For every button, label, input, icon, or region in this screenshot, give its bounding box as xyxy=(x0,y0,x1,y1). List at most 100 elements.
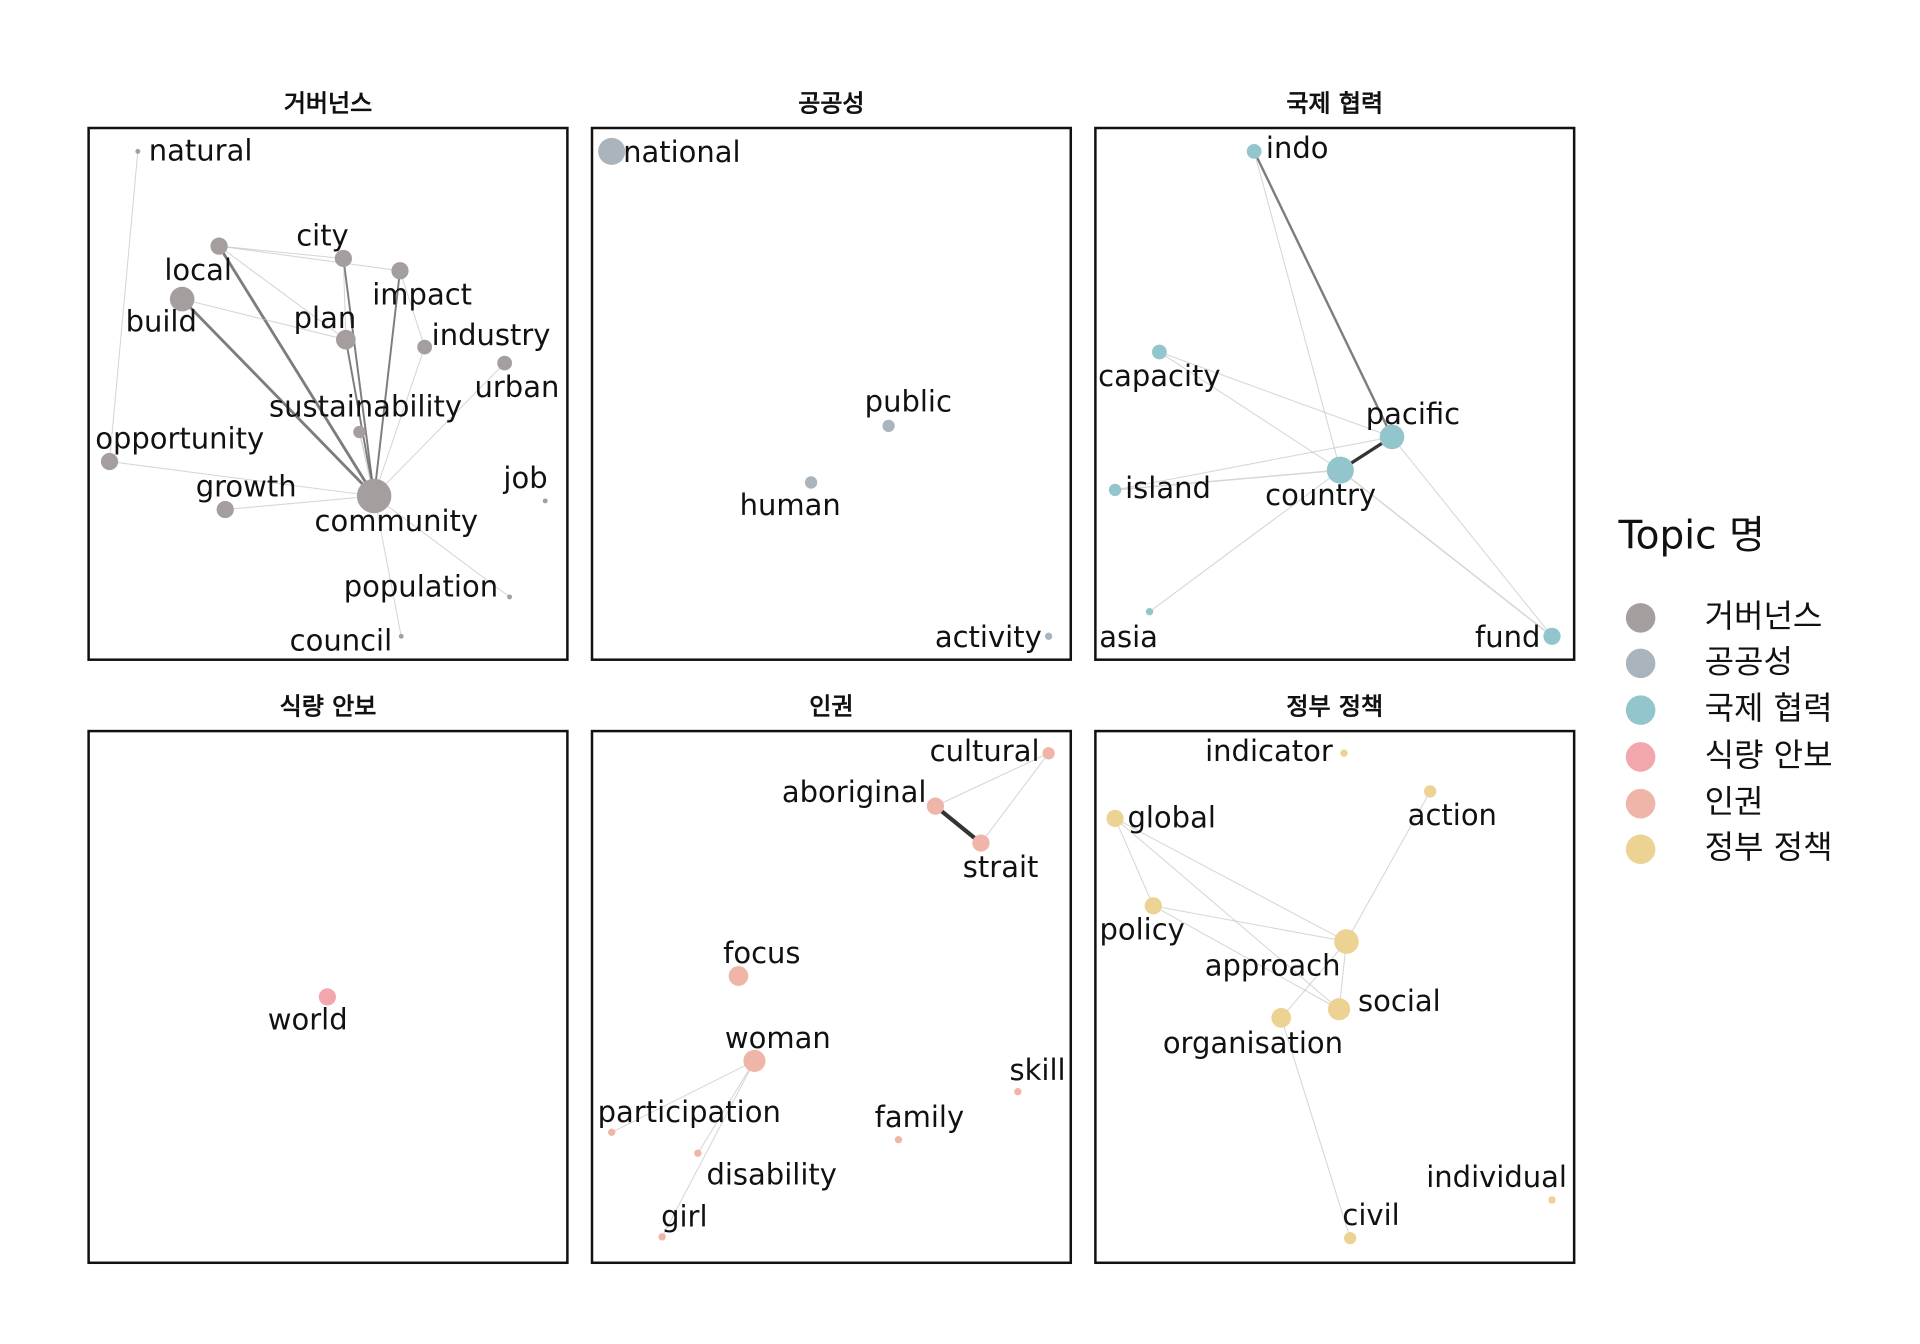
node xyxy=(882,419,895,432)
node-label: family xyxy=(875,1100,965,1134)
legend-swatch xyxy=(1625,788,1656,819)
node-label: asia xyxy=(1099,620,1158,654)
node xyxy=(1344,1232,1357,1245)
edge xyxy=(1159,351,1393,438)
edge xyxy=(1280,941,1347,1019)
panel-title: 식량 안보 xyxy=(280,693,377,721)
legend-swatch xyxy=(1625,603,1656,633)
node-label: global xyxy=(1127,801,1215,835)
legend-label: 거버넌스 xyxy=(1705,597,1823,635)
legend-label: 인권 xyxy=(1705,783,1764,821)
legend-swatch xyxy=(1625,695,1656,725)
node xyxy=(694,1149,702,1157)
node-label: social xyxy=(1358,984,1441,1018)
node xyxy=(1106,809,1124,828)
node xyxy=(1340,749,1348,757)
edge xyxy=(342,258,347,340)
node-label: pacific xyxy=(1366,397,1460,431)
panel-frame xyxy=(1094,729,1576,1265)
node-label: natural xyxy=(149,134,253,168)
node xyxy=(542,498,548,504)
node xyxy=(1152,344,1167,360)
node-label: action xyxy=(1408,798,1497,832)
panel-title: 인권 xyxy=(809,693,853,721)
edge xyxy=(373,270,401,497)
node xyxy=(608,1128,616,1137)
edge xyxy=(399,270,426,348)
legend-label: 공공성 xyxy=(1705,642,1793,680)
node xyxy=(1379,424,1405,450)
node-label: skill xyxy=(1009,1053,1065,1087)
node xyxy=(598,137,626,165)
edge xyxy=(661,1060,755,1238)
edge xyxy=(218,245,347,341)
node xyxy=(497,355,512,371)
node-label: opportunity xyxy=(95,422,264,456)
edge xyxy=(217,245,376,497)
node-label: country xyxy=(1265,478,1376,512)
edge xyxy=(1114,818,1340,1010)
node-label: national xyxy=(623,135,741,169)
edge xyxy=(1391,436,1553,637)
node-label: population xyxy=(344,569,498,603)
node-label: island xyxy=(1125,471,1211,505)
edge xyxy=(182,298,346,341)
node xyxy=(1543,627,1561,645)
edge xyxy=(1115,469,1341,491)
node xyxy=(356,478,392,514)
node xyxy=(398,633,404,639)
node xyxy=(894,1136,903,1144)
edge xyxy=(1346,791,1431,942)
node-label: urban xyxy=(474,370,559,404)
node xyxy=(1548,1196,1556,1204)
node-label: growth xyxy=(196,470,297,504)
node-label: policy xyxy=(1099,913,1184,947)
panel: 국제 협력 indo capacity pacific island country asi… xyxy=(1094,90,1576,661)
node-label: city xyxy=(296,219,349,253)
panel-title: 거버넌스 xyxy=(284,90,372,118)
panel-title: 정부 정책 xyxy=(1286,693,1383,721)
node-label: cultural xyxy=(930,734,1040,768)
node-label: impact xyxy=(372,278,472,312)
node xyxy=(353,425,366,439)
panel: 정부 정책 indicator action global policy approach… xyxy=(1094,693,1576,1265)
node xyxy=(804,476,818,489)
edge xyxy=(1114,818,1154,907)
edge xyxy=(373,346,426,497)
panel-frame xyxy=(590,126,1073,661)
edge xyxy=(219,245,344,259)
edge xyxy=(181,298,376,497)
node-label: council xyxy=(290,623,393,657)
node-label: public xyxy=(865,385,952,419)
panel-title: 공공성 xyxy=(798,90,864,118)
node-label: build xyxy=(126,305,197,339)
legend-swatch xyxy=(1625,834,1656,864)
edge xyxy=(697,1060,755,1154)
node-label: capacity xyxy=(1098,359,1220,393)
edge xyxy=(611,1060,755,1133)
node-label: local xyxy=(164,253,232,287)
node xyxy=(728,966,749,986)
node-label: organisation xyxy=(1163,1026,1343,1060)
node xyxy=(1328,998,1351,1021)
node-label: disability xyxy=(706,1158,836,1192)
panel: 식량 안보 world xyxy=(87,693,569,1265)
node xyxy=(391,262,409,280)
node xyxy=(1271,1008,1292,1028)
edge xyxy=(373,495,510,598)
node xyxy=(658,1233,666,1241)
edge xyxy=(225,495,375,511)
node xyxy=(334,249,352,268)
legend-swatch xyxy=(1625,742,1656,772)
node xyxy=(100,452,119,471)
panel: 공공성 national public human activity xyxy=(590,90,1073,661)
node xyxy=(135,148,141,154)
node xyxy=(972,834,990,852)
edge xyxy=(373,362,505,497)
node-label: activity xyxy=(935,620,1042,654)
edge xyxy=(934,804,983,845)
node xyxy=(417,339,432,355)
panel-frame xyxy=(87,126,569,661)
node-label: industry xyxy=(432,318,551,352)
